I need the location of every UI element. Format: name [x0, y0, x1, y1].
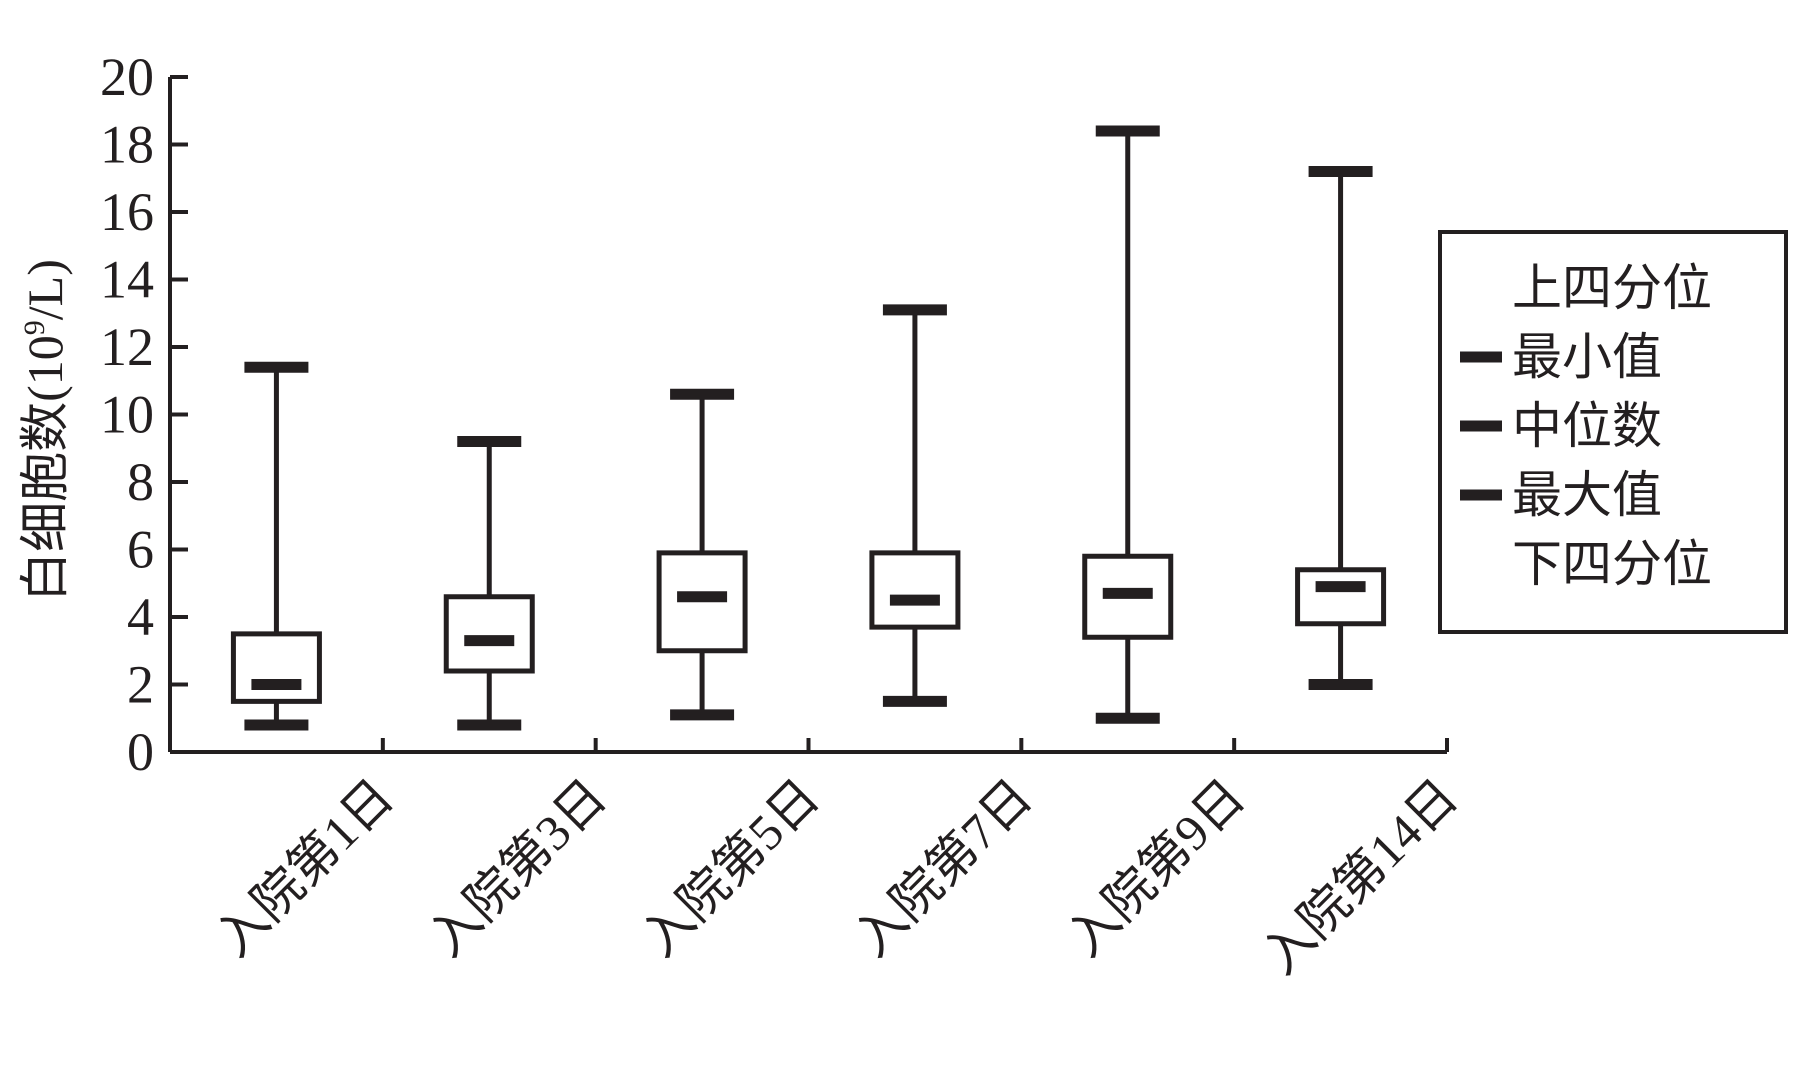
box-plot — [230, 361, 322, 731]
box-plot — [1295, 166, 1387, 690]
y-tick-label: 14 — [100, 250, 154, 310]
x-category-label: 入院第1日 — [205, 768, 404, 967]
legend-label: 最小值 — [1512, 329, 1662, 385]
y-tick-label: 20 — [100, 47, 154, 107]
y-ticks: 0 2 4 6 8 10 12 14 16 18 20 — [100, 47, 188, 782]
y-axis-label-group: 白细胞数(109/L) — [17, 259, 73, 602]
legend-frame — [1438, 230, 1788, 634]
y-axis-label: 白细胞数(109/L) — [17, 259, 73, 602]
x-category-label: 入院第7日 — [844, 768, 1043, 967]
x-category-label: 入院第3日 — [418, 768, 617, 967]
box-plot — [869, 304, 961, 707]
y-tick-label: 4 — [127, 587, 154, 647]
box-iqr — [1295, 567, 1387, 627]
y-tick-label: 16 — [100, 182, 154, 242]
legend-label: 上四分位 — [1512, 260, 1712, 316]
box-iqr — [1082, 553, 1174, 640]
x-category-label: 入院第9日 — [1057, 768, 1256, 967]
box-plot — [443, 436, 535, 731]
box-iqr — [443, 594, 535, 674]
y-tick-label: 10 — [100, 385, 154, 445]
box-plot — [656, 388, 748, 721]
box-plots — [230, 125, 1387, 731]
y-tick-label: 8 — [127, 452, 154, 512]
y-tick-label: 18 — [100, 115, 154, 175]
y-tick-label: 2 — [127, 655, 154, 715]
x-category-label: 入院第5日 — [631, 768, 830, 967]
box-plot — [1082, 125, 1174, 724]
legend-label: 中位数 — [1512, 398, 1662, 454]
axes — [168, 77, 1449, 754]
legend-label: 最大值 — [1512, 467, 1662, 523]
y-axis-label-end: /L) — [17, 259, 73, 320]
x-category-label: 入院第14日 — [1252, 768, 1468, 984]
box-iqr — [230, 631, 322, 704]
box-iqr — [656, 550, 748, 654]
y-axis-label-superscript: 9 — [18, 320, 51, 335]
y-tick-label: 0 — [127, 722, 154, 782]
box-iqr — [869, 550, 961, 630]
y-axis-label-main: 白细胞数(10 — [17, 335, 73, 602]
y-tick-label: 6 — [127, 520, 154, 580]
legend-label: 下四分位 — [1512, 536, 1712, 592]
y-tick-label: 12 — [100, 317, 154, 377]
